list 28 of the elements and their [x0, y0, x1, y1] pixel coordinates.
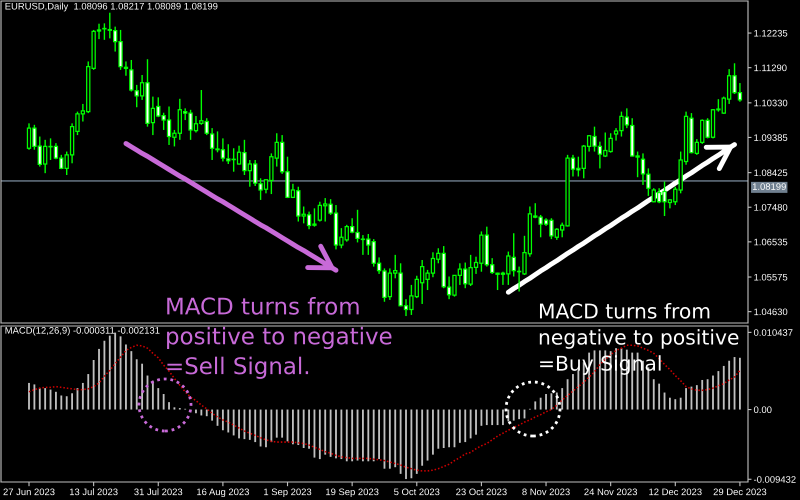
y-tick-label: 1.11290: [754, 64, 787, 72]
annotation: MACD turns from positive to negative =Sell Signal.: [167, 297, 392, 379]
y-tick-label: 1.05575: [754, 274, 788, 281]
y-tick-label: 0.010437: [754, 329, 792, 336]
y-tick-label: 1.09385: [754, 134, 788, 141]
chart-title: EURUSD,Daily 1.08096 1.08217 1.08089 1.08199: [6, 2, 218, 12]
x-tick-label: 27 Jun 2023: [3, 488, 55, 496]
y-tick-label: 1.06535: [754, 238, 788, 246]
y-tick-label: 1.10330: [754, 100, 788, 106]
x-tick-label: 24 Nov 2023: [584, 488, 638, 496]
x-tick-label: 5 Oct 2023: [394, 488, 440, 496]
y-tick-label: 0.00: [754, 406, 772, 414]
x-tick-label: 16 Aug 2023: [197, 488, 250, 498]
x-tick-label: 31 Jul 2023: [134, 488, 182, 496]
y-tick-label: 1.04630: [754, 308, 788, 316]
x-tick-label: 13 Jul 2023: [70, 488, 118, 496]
y-tick-label: -0.009432: [754, 476, 796, 483]
chart-title: MACD(12,26,9) -0.000311 -0.002131: [6, 326, 160, 336]
x-tick-label: 12 Dec 2023: [649, 488, 702, 496]
y-tick-label: 1.07480: [754, 204, 788, 211]
x-tick-label: 1 Sep 2023: [264, 488, 312, 498]
x-tick-label: 29 Dec 2023: [714, 488, 766, 496]
x-tick-label: 23 Oct 2023: [456, 488, 507, 496]
y-tick-label: 1.12235: [754, 30, 788, 37]
x-tick-label: 8 Nov 2023: [522, 488, 570, 496]
y-tick-label: 1.08425: [754, 169, 788, 176]
ref-line-label: 1.08199: [752, 183, 786, 190]
x-tick-label: 19 Sep 2023: [326, 488, 379, 498]
